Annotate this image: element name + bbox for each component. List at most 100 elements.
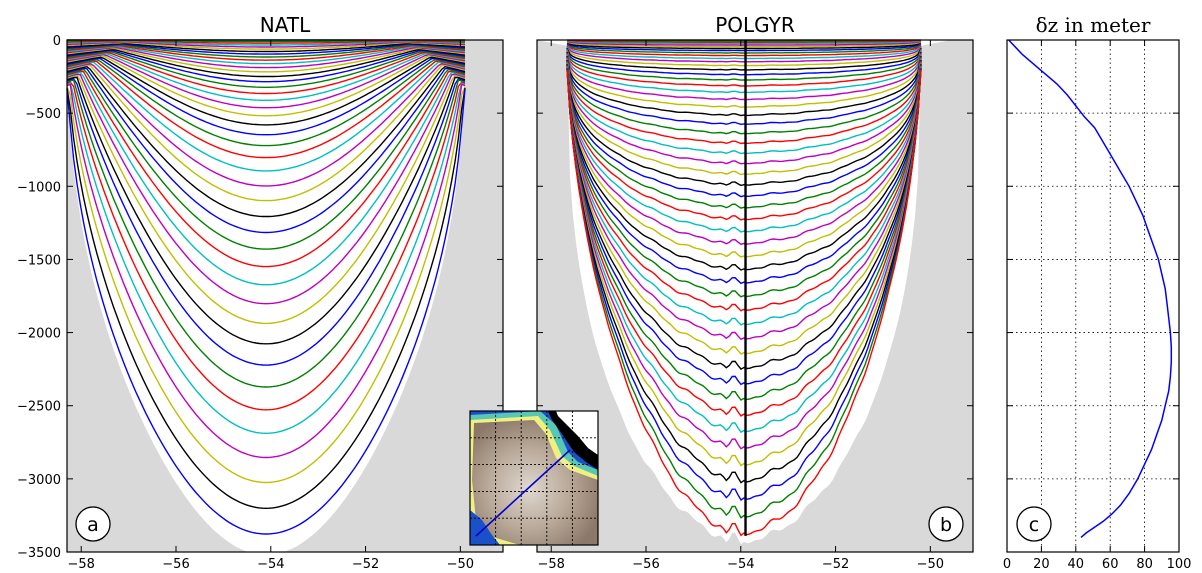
y-tick-label: 0 [53, 34, 61, 49]
isoline [66, 41, 466, 48]
isoline [566, 65, 922, 401]
isoline [566, 61, 922, 298]
isoline [566, 47, 922, 71]
isoline [66, 58, 466, 147]
isoline [66, 86, 466, 484]
x-tick-label: −54 [257, 557, 284, 572]
isoline [566, 67, 922, 450]
panel-b: POLGYR −58 −56 −54 −52 −50 b [536, 13, 974, 572]
isoline [566, 54, 922, 165]
isoline [566, 68, 922, 484]
panel-c-frame [1006, 39, 1180, 553]
isoline [66, 50, 466, 88]
isoline [66, 56, 466, 126]
isoline [66, 63, 466, 187]
inset-coast-white [556, 411, 598, 455]
x-tick-label: −54 [727, 557, 754, 572]
isoline [566, 69, 922, 519]
isoline [566, 59, 922, 258]
isoline [566, 69, 922, 537]
isoline [66, 49, 466, 78]
x-tick-label: 80 [1136, 557, 1153, 572]
isoline [566, 48, 922, 76]
isoline [567, 41, 921, 45]
isoline [66, 52, 466, 95]
x-tick-label: 20 [1033, 557, 1050, 572]
panel-c-y-ticks [1007, 39, 1179, 553]
isoline [566, 51, 922, 108]
isoline [66, 43, 466, 55]
isoline [66, 45, 466, 61]
isoline [567, 40, 921, 42]
isoline [566, 42, 922, 48]
isoline [66, 70, 466, 268]
panel-c-series-line [1008, 39, 1173, 538]
x-tick-label: 0 [1003, 557, 1011, 572]
isoline [566, 62, 922, 341]
isoline [566, 60, 922, 285]
y-tick-label: −500 [25, 107, 61, 122]
x-tick-label: −56 [162, 557, 189, 572]
x-tick-label: −50 [447, 557, 474, 572]
panel-b-label-circle [928, 506, 964, 542]
isoline [566, 62, 922, 326]
panel-c-background [1007, 40, 1179, 552]
isoline [66, 81, 466, 411]
isoline [66, 44, 466, 58]
isoline [66, 74, 466, 325]
panel-c-x-axis: 0 20 40 60 80 100 [1003, 40, 1192, 572]
panel-b-isolines [566, 39, 922, 537]
isoline [566, 59, 922, 271]
isoline [66, 68, 466, 250]
isoline [66, 83, 466, 459]
x-tick-label: −56 [632, 557, 659, 572]
x-tick-label: −52 [352, 557, 379, 572]
panel-b-x-axis: −58 −56 −54 −52 −50 [537, 40, 944, 572]
isoline [66, 48, 466, 73]
isoline [566, 57, 922, 221]
isoline [66, 61, 466, 172]
y-tick-label: −2500 [17, 400, 61, 415]
isoline [566, 49, 922, 87]
isoline [66, 76, 466, 345]
isoline [566, 68, 922, 502]
isoline [66, 82, 466, 435]
isoline [566, 55, 922, 187]
panel-b-y-ticks [537, 39, 973, 553]
y-tick-label: −3500 [17, 546, 61, 561]
x-tick-label: −52 [822, 557, 849, 572]
isoline [66, 60, 466, 159]
x-tick-label: 100 [1167, 557, 1192, 572]
isoline [66, 50, 466, 83]
isoline [566, 54, 922, 155]
isoline [66, 47, 466, 69]
isoline [566, 64, 922, 370]
isoline [566, 43, 922, 50]
x-tick-label: 40 [1068, 557, 1085, 572]
isoline [566, 49, 922, 94]
isoline [66, 55, 466, 117]
y-tick-label: −3000 [17, 473, 61, 488]
isoline [66, 43, 466, 53]
inset-map [469, 410, 599, 546]
isoline [566, 65, 922, 417]
isoline [66, 79, 466, 388]
panel-b-label: b [940, 514, 952, 536]
panel-c-label-circle [1016, 506, 1052, 542]
y-tick-label: −1000 [17, 180, 61, 195]
isoline [66, 52, 466, 101]
isoline [566, 45, 922, 60]
isoline [66, 73, 466, 305]
isoline [567, 40, 921, 44]
isoline [66, 41, 466, 46]
isoline [566, 50, 922, 101]
isoline [566, 58, 922, 246]
panel-a-label-circle [75, 506, 111, 542]
isoline [566, 58, 922, 233]
isoline [66, 77, 466, 366]
isoline [66, 89, 466, 535]
isoline [566, 46, 922, 63]
isoline [566, 44, 922, 57]
isoline [66, 57, 466, 136]
isoline [566, 53, 922, 145]
